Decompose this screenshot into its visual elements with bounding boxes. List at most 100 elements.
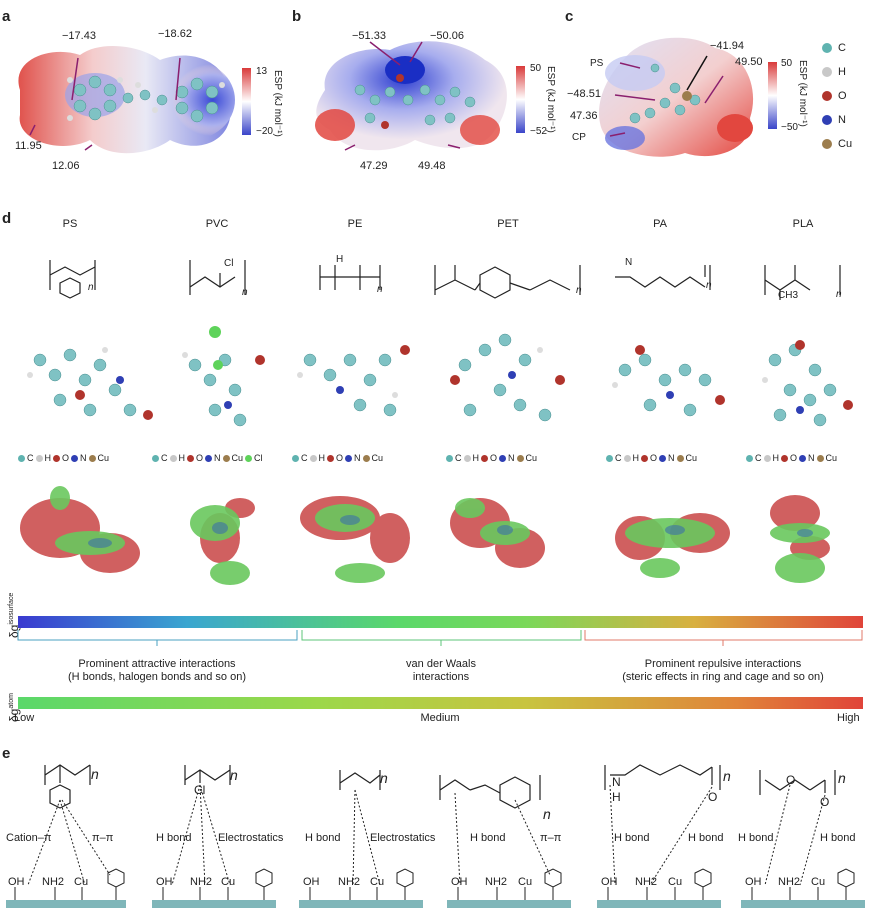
e-label-electrostatics-pe: Electrostatics — [370, 832, 436, 844]
molecule-tag-ps: PS — [590, 58, 604, 69]
carbon-swatch-icon — [18, 454, 25, 462]
surface-bar-5 — [597, 900, 721, 908]
colorbar-a-max: 13 — [256, 66, 268, 77]
atom-label-h-pe: H — [336, 254, 344, 265]
chlorine-swatch-icon — [245, 454, 253, 462]
legend-label: Cu — [231, 453, 244, 463]
copper-swatch-icon — [88, 454, 96, 462]
esp-value-c-1: −41.94 — [710, 40, 744, 52]
legend-label: H — [178, 453, 186, 463]
e-label-hbond-pla-2: H bond — [820, 832, 856, 844]
group-cu-1: Cu — [74, 876, 89, 888]
legend-item-c: C — [822, 36, 852, 60]
group-oh-1: OH — [8, 876, 25, 888]
polymer-name-pa: PA — [653, 218, 667, 230]
oxygen-swatch-icon — [822, 91, 832, 101]
scale-medium: Medium — [420, 712, 460, 724]
group-cu-3: Cu — [370, 876, 385, 888]
hydrogen-swatch-icon — [763, 454, 771, 462]
group-nh2-4: NH2 — [485, 876, 508, 888]
group-nh2-6: NH2 — [778, 876, 801, 888]
legend-label: O — [490, 453, 498, 463]
region-2-line2: interactions — [412, 671, 470, 683]
oxygen-swatch-icon — [187, 454, 194, 462]
e-subscript-n-pvc: n — [230, 767, 238, 783]
copper-swatch-icon — [516, 454, 524, 462]
isosurface-bar-label-sup: isosurface — [8, 592, 15, 625]
legend-label: C — [838, 42, 846, 54]
legend-label: O — [336, 453, 344, 463]
legend-label: N — [668, 453, 675, 463]
colorbar-c — [768, 62, 777, 129]
atom-legend-pet: C H O N Cu — [446, 453, 537, 463]
colorbar-b-max: 50 — [530, 63, 542, 74]
legend-label: Cl — [254, 453, 263, 463]
legend-label: N — [508, 453, 515, 463]
legend-label: O — [790, 453, 798, 463]
legend-label: N — [214, 453, 221, 463]
colorbar-a — [242, 68, 251, 135]
group-nh2-2: NH2 — [190, 876, 213, 888]
e-subscript-n-pe: n — [380, 770, 388, 786]
e-subscript-n-pla: n — [838, 770, 846, 786]
esp-value-c-2: 49.50 — [735, 56, 763, 68]
region-1-line1: Prominent attractive interactions — [78, 658, 236, 670]
polymer-name-pvc: PVC — [205, 218, 229, 230]
legend-label: Cu — [525, 453, 538, 463]
hydrogen-swatch-icon — [309, 454, 317, 462]
atom-legend-pla: C H O N Cu — [746, 453, 837, 463]
structural-formulas-row — [49, 260, 841, 300]
scale-high: High — [837, 712, 860, 724]
molecule-tag-cp: CP — [572, 132, 586, 143]
hydrogen-swatch-icon — [623, 454, 631, 462]
esp-surface-a — [18, 45, 235, 154]
legend-label: O — [838, 90, 847, 102]
legend-item-o: O — [822, 84, 852, 108]
scale-low: Low — [14, 712, 35, 724]
esp-value-c-4: 47.36 — [570, 110, 598, 122]
e-subscript-n-pa: n — [723, 768, 731, 784]
copper-swatch-icon — [222, 454, 230, 462]
region-3-line1: Prominent repulsive interactions — [644, 658, 802, 670]
esp-value-b-4: 49.48 — [418, 160, 446, 172]
oxygen-swatch-icon — [781, 454, 788, 462]
esp-value-b-3: 47.29 — [360, 160, 388, 172]
legend-label: C — [615, 453, 622, 463]
esp-value-b-2: −50.06 — [430, 30, 464, 42]
oxygen-swatch-icon — [327, 454, 334, 462]
group-oh-3: OH — [303, 876, 320, 888]
group-oh-2: OH — [156, 876, 173, 888]
carbon-swatch-icon — [606, 454, 613, 462]
colorbar-a-title: ESP (kJ mol⁻¹) — [272, 70, 283, 137]
carbon-swatch-icon — [746, 454, 753, 462]
panel-label-e: e — [2, 745, 11, 762]
legend-label: Cu — [685, 453, 698, 463]
polymer-name-ps: PS — [62, 218, 78, 230]
group-oh-4: OH — [451, 876, 468, 888]
atom-label-cl-pvc: Cl — [224, 258, 234, 269]
colorbar-a-min: −20 — [256, 126, 273, 137]
legend-label: N — [354, 453, 361, 463]
colorbar-b-title: ESP (kJ mol⁻¹) — [545, 66, 556, 133]
e-subscript-n-ps: n — [91, 766, 99, 782]
atom-label-n-pa: N — [625, 257, 633, 268]
panel-label-b: b — [292, 8, 302, 25]
group-nh2-5: NH2 — [635, 876, 658, 888]
hydrogen-swatch-icon — [169, 454, 177, 462]
surface-bar-4 — [447, 900, 571, 908]
legend-label: C — [301, 453, 308, 463]
atom-colorbar — [18, 697, 863, 709]
e-label-hbond-pa-1: H bond — [614, 832, 650, 844]
oxygen-swatch-icon — [641, 454, 648, 462]
region-3-line2: (steric effects in ring and cage and so … — [622, 671, 824, 683]
carbon-swatch-icon — [292, 454, 299, 462]
legend-item-h: H — [822, 60, 852, 84]
legend-label: N — [80, 453, 87, 463]
legend-label: H — [44, 453, 52, 463]
atom-legend-pvc: C H O N Cu Cl — [152, 453, 263, 463]
oxygen-swatch-icon — [481, 454, 488, 462]
legend-label: N — [808, 453, 815, 463]
legend-label: Cu — [97, 453, 110, 463]
subscript-n-ps: n — [88, 282, 94, 293]
copper-swatch-icon — [362, 454, 370, 462]
